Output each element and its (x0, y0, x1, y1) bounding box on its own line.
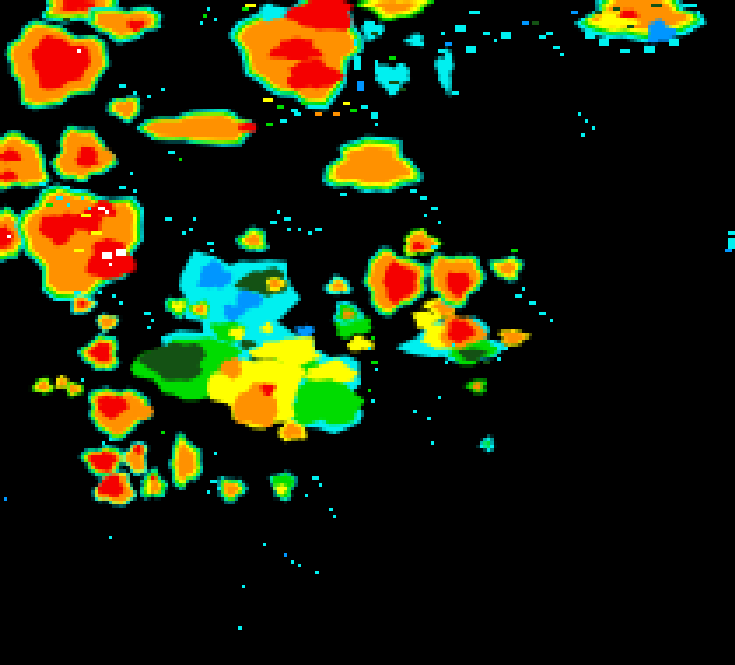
satellite-radar-view (0, 0, 735, 665)
precipitation-intensity-map (0, 0, 735, 665)
